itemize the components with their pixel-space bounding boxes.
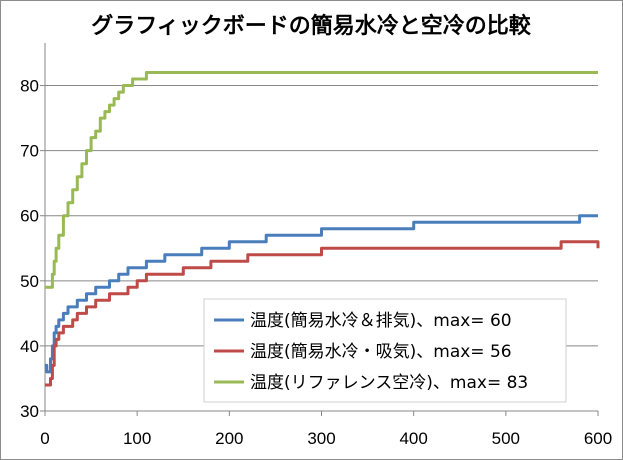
legend-entry-3: 温度(リファレンス空冷)、max= 83 xyxy=(250,373,528,393)
legend-box xyxy=(203,298,567,403)
y-tick-label: 60 xyxy=(20,207,39,226)
x-tick-label: 0 xyxy=(40,429,49,448)
x-tick-label: 200 xyxy=(215,429,243,448)
axes: 30 40 50 60 70 80 0 100 200 300 400 500 600 xyxy=(20,43,612,448)
chart-title: グラフィックボードの簡易水冷と空冷の比較 xyxy=(91,13,532,39)
legend: 温度(簡易水冷＆排気)、max= 60 温度(簡易水冷・吸気)、max= 56 温度… xyxy=(203,298,567,403)
x-tick-label: 600 xyxy=(584,429,612,448)
x-tick-label: 400 xyxy=(399,429,427,448)
y-tick-label: 40 xyxy=(20,337,39,356)
x-tick-label: 300 xyxy=(307,429,335,448)
y-tick-label: 80 xyxy=(20,77,39,96)
y-tick-label: 50 xyxy=(20,272,39,291)
series-line-2 xyxy=(45,240,600,387)
x-tick-label: 100 xyxy=(123,429,151,448)
y-tick-label: 70 xyxy=(20,142,39,161)
series-line-3 xyxy=(45,71,598,289)
legend-entry-2: 温度(簡易水冷・吸気)、max= 56 xyxy=(250,342,512,362)
series-lines xyxy=(45,71,600,387)
x-tick-label: 500 xyxy=(492,429,520,448)
series-line-1 xyxy=(45,214,598,374)
legend-entry-1: 温度(簡易水冷＆排気)、max= 60 xyxy=(250,311,512,331)
y-tick-label: 30 xyxy=(20,402,39,421)
